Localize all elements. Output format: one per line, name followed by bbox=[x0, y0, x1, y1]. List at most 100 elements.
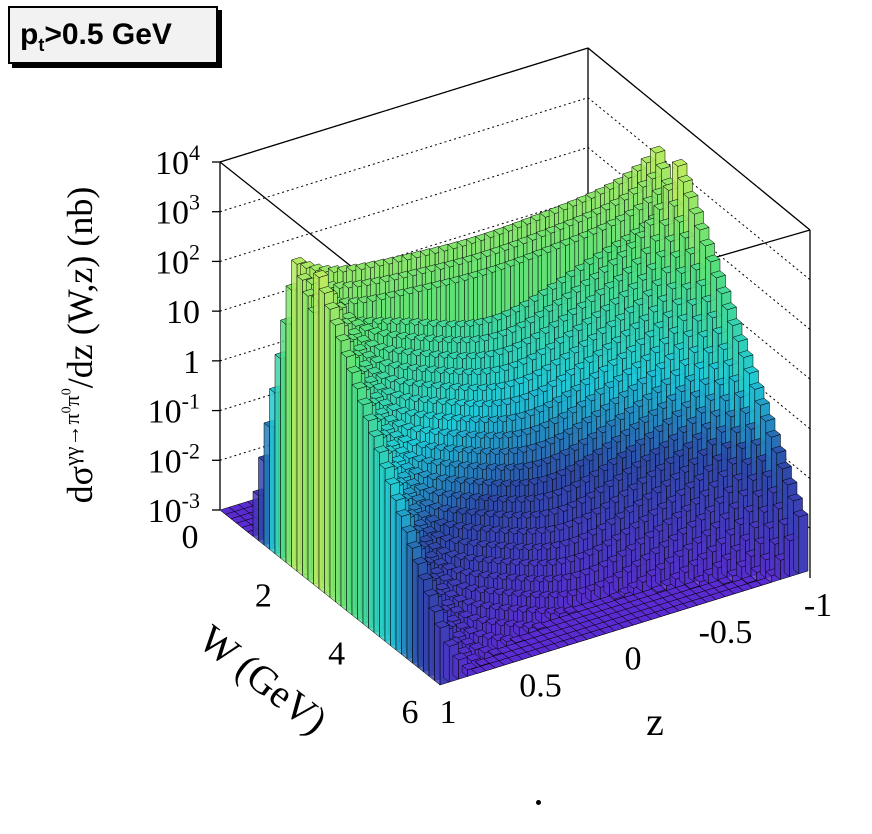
z-tick-label: -0.5 bbox=[699, 614, 753, 651]
bar-side bbox=[390, 495, 397, 651]
bar-top bbox=[346, 327, 362, 336]
w-axis-title: W (GeV) bbox=[191, 616, 336, 743]
badge-p: p bbox=[20, 18, 39, 51]
bar-side bbox=[324, 304, 331, 599]
bar-top bbox=[356, 397, 373, 406]
bar-side bbox=[395, 511, 402, 655]
bar-side bbox=[296, 275, 303, 577]
value-tick-label: 10-1 bbox=[148, 389, 200, 431]
bar-side bbox=[351, 384, 358, 620]
z-tick-label: 1 bbox=[440, 694, 457, 731]
bar-top bbox=[340, 349, 357, 358]
bar-top bbox=[357, 359, 373, 368]
bar-top bbox=[345, 365, 362, 374]
y-axis-title: dσγγ→π0π0/dz (W,z) (nb) bbox=[59, 186, 100, 504]
bar-top bbox=[334, 333, 351, 342]
bar-top bbox=[340, 311, 357, 320]
bar-side bbox=[793, 512, 800, 575]
z-tick-label: 0.5 bbox=[519, 667, 562, 704]
gridline bbox=[219, 47, 811, 231]
surface-bars bbox=[219, 145, 809, 686]
frame-edge bbox=[587, 47, 811, 231]
value-tick-label: 104 bbox=[155, 140, 200, 182]
bar-top bbox=[377, 398, 394, 407]
bar-side bbox=[368, 431, 375, 634]
bar-top bbox=[355, 334, 372, 343]
bar-side bbox=[302, 291, 309, 581]
badge-rest: >0.5 GeV bbox=[44, 18, 172, 51]
bar-top bbox=[379, 423, 395, 432]
bar-top bbox=[362, 413, 379, 422]
z-tick-label: -1 bbox=[804, 587, 832, 624]
value-tick-label: 1 bbox=[183, 344, 200, 381]
bar-top bbox=[366, 366, 383, 375]
bar-side bbox=[379, 463, 386, 642]
bar-side bbox=[406, 543, 413, 664]
bar-top bbox=[373, 407, 390, 416]
gridline bbox=[219, 146, 811, 330]
bar-top bbox=[296, 272, 313, 281]
w-tick-label: 4 bbox=[328, 636, 345, 673]
bar-top bbox=[351, 381, 368, 390]
z-axis-title: z bbox=[646, 699, 664, 744]
bar-side bbox=[258, 456, 265, 546]
bar-side bbox=[263, 422, 270, 550]
bar-side bbox=[346, 368, 353, 616]
bar-side bbox=[252, 490, 259, 542]
bar-side bbox=[362, 416, 369, 629]
w-tick-label: 6 bbox=[402, 694, 419, 731]
bar-side bbox=[428, 607, 435, 682]
bar-top bbox=[290, 256, 307, 265]
bar-top bbox=[360, 350, 377, 359]
cut-badge: p t >0.5 GeV bbox=[8, 6, 218, 64]
bar-top bbox=[323, 301, 340, 310]
bar-top bbox=[371, 382, 388, 391]
bar-side bbox=[384, 479, 391, 647]
bar-side bbox=[318, 288, 325, 594]
w-tick-label: 0 bbox=[182, 519, 199, 556]
bar-top bbox=[393, 446, 410, 455]
bar-side bbox=[329, 320, 336, 603]
bar-side bbox=[423, 591, 430, 677]
bar-side bbox=[269, 388, 276, 555]
gridline bbox=[219, 97, 811, 281]
bar-side bbox=[798, 513, 809, 575]
bar-top bbox=[368, 391, 384, 400]
bar-side bbox=[340, 352, 347, 612]
bar-side bbox=[434, 623, 441, 686]
z-tick-label: 0 bbox=[625, 641, 642, 678]
value-tick-label: 10 bbox=[166, 294, 200, 331]
bar-top bbox=[382, 414, 399, 423]
w-tick-label: 2 bbox=[255, 577, 272, 614]
bar-side bbox=[335, 336, 342, 607]
bar-top bbox=[329, 317, 346, 326]
bar-top bbox=[349, 318, 366, 327]
bar-side bbox=[291, 259, 298, 572]
bar-top bbox=[351, 343, 368, 352]
bar-top bbox=[318, 285, 335, 294]
bar-top bbox=[649, 145, 666, 154]
bar-side bbox=[313, 272, 320, 590]
value-tick-label: 103 bbox=[155, 190, 200, 232]
bar-side bbox=[401, 527, 408, 660]
bar-top bbox=[388, 430, 405, 439]
badge-sub: t bbox=[38, 34, 45, 55]
value-tick-label: 102 bbox=[155, 239, 200, 281]
bar-side bbox=[783, 536, 790, 578]
bar-top bbox=[384, 439, 401, 448]
bar-side bbox=[285, 285, 292, 568]
bar-side bbox=[307, 307, 314, 585]
stray-dot bbox=[536, 800, 541, 805]
frame-edge bbox=[219, 47, 589, 163]
bar-side bbox=[412, 559, 419, 669]
bar-side bbox=[443, 641, 450, 683]
bar-side bbox=[280, 319, 287, 564]
bar-side bbox=[357, 400, 364, 625]
bar-side bbox=[274, 353, 281, 559]
value-tick-label: 10-2 bbox=[148, 438, 200, 480]
bar-side bbox=[417, 575, 424, 673]
bar-top bbox=[312, 270, 329, 278]
bar-side bbox=[373, 447, 380, 638]
